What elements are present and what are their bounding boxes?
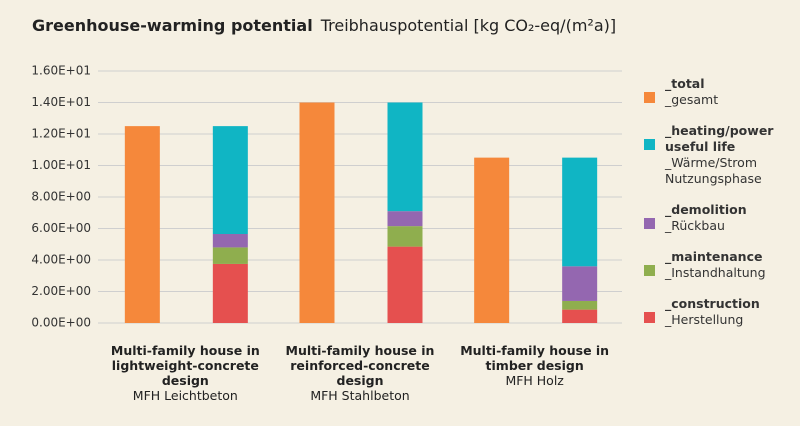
bar-segment: [562, 157, 598, 267]
legend-entry: _total _gesamt: [644, 76, 794, 108]
y-tick-label: 1.40E+01: [31, 95, 91, 109]
bar-segment: [387, 246, 423, 323]
legend-name: _total: [665, 76, 705, 91]
y-tick-label: 0.00E+00: [31, 316, 91, 330]
x-tick-label: Multi-family house in reinforced-concret…: [273, 343, 448, 403]
legend-swatch: [644, 312, 655, 323]
category-name: Multi-family house in timber design: [460, 343, 610, 373]
y-tick-label: 4.00E+00: [31, 253, 91, 267]
y-tick-label: 6.00E+00: [31, 221, 91, 235]
category-subtitle: MFH Stahlbeton: [310, 388, 410, 403]
legend-subname: _Herstellung: [665, 312, 744, 327]
category-subtitle: MFH Leichtbeton: [132, 388, 238, 403]
legend-swatch: [644, 218, 655, 229]
y-tick-label: 8.00E+00: [31, 190, 91, 204]
bar: [474, 157, 510, 323]
y-tick-label: 1.20E+01: [31, 127, 91, 141]
legend-subname: _Instandhaltung: [665, 265, 766, 280]
legend-entry: _demolition _Rückbau: [644, 202, 794, 234]
category-name: Multi-family house in reinforced-concret…: [285, 343, 435, 388]
bar-segment: [387, 226, 423, 247]
bar-segment: [562, 309, 598, 323]
legend-subname: _Wärme/Strom Nutzungsphase: [665, 155, 762, 186]
bar-segment: [212, 247, 248, 264]
bar: [124, 126, 160, 323]
legend-entry: _maintenance _Instandhaltung: [644, 249, 794, 281]
legend-swatch: [644, 265, 655, 276]
y-tick-label: 1.60E+01: [31, 64, 91, 78]
legend-name: _heating/power useful life: [665, 123, 774, 154]
bar-segment: [562, 266, 598, 301]
category-subtitle: MFH Holz: [505, 373, 564, 388]
y-tick-label: 2.00E+00: [31, 284, 91, 298]
legend-swatch: [644, 92, 655, 103]
legend-entry: _heating/power useful life _Wärme/Strom N…: [644, 123, 794, 187]
legend-swatch: [644, 139, 655, 150]
x-tick-label: Multi-family house in lightweight-concre…: [98, 343, 273, 403]
bar-segment: [212, 234, 248, 248]
legend-name: _demolition: [665, 202, 747, 217]
bar-segment: [387, 211, 423, 227]
bar: [299, 102, 335, 323]
y-tick-label: 1.00E+01: [31, 158, 91, 172]
chart-subtitle: Treibhauspotential [kg CO₂-eq/(m²a)]: [320, 16, 617, 35]
category-name: Multi-family house in lightweight-concre…: [110, 343, 260, 388]
bar-segment: [387, 102, 423, 212]
title-block: Greenhouse-warming potential Treibhauspot…: [32, 16, 616, 35]
legend-entry: _construction _Herstellung: [644, 296, 794, 328]
bar-segment: [212, 263, 248, 323]
bar-segment: [212, 126, 248, 235]
legend-subname: _Rückbau: [665, 218, 725, 233]
legend-name: _construction: [665, 296, 760, 311]
chart-title: Greenhouse-warming potential: [32, 16, 313, 35]
legend-subname: _gesamt: [665, 92, 719, 107]
bar-segment: [562, 300, 598, 310]
x-tick-label: Multi-family house in timber design MFH H…: [447, 343, 622, 388]
legend-name: _maintenance: [665, 249, 763, 264]
